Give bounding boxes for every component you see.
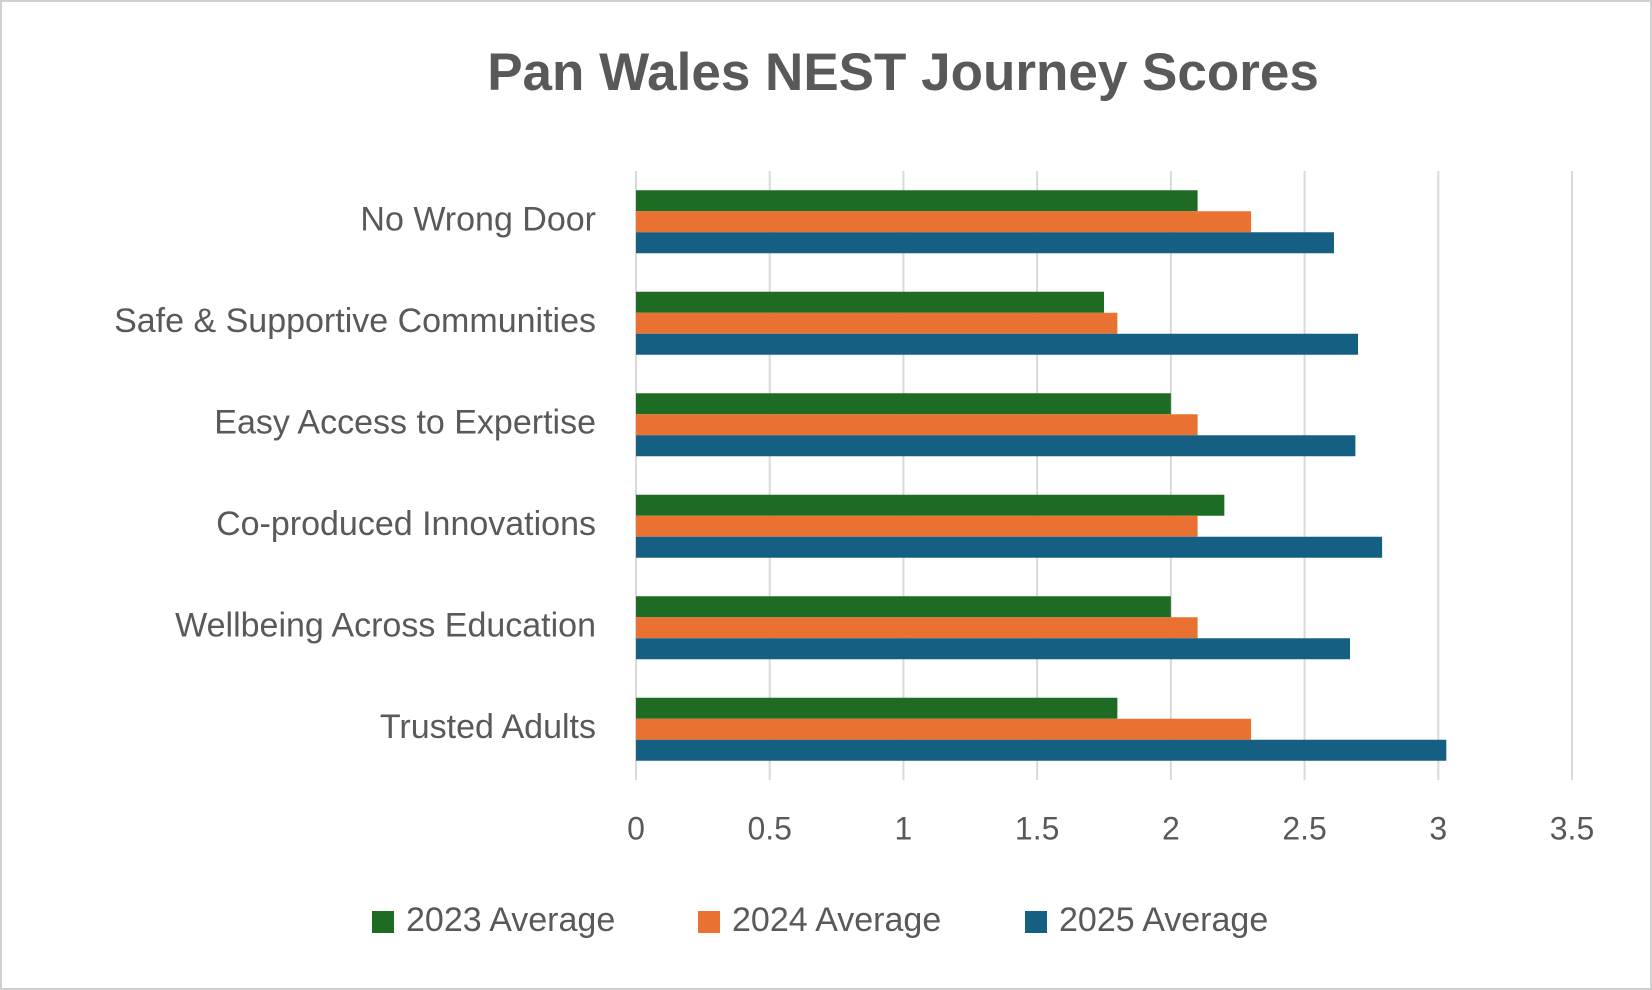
bar	[636, 536, 1383, 558]
bar	[636, 333, 1359, 355]
y-tick-label: Co-produced Innovations	[216, 505, 596, 543]
bar	[636, 494, 1225, 516]
bar	[636, 190, 1198, 212]
legend-swatch	[698, 911, 720, 933]
x-tick-label: 2	[1162, 810, 1180, 846]
bar	[636, 697, 1118, 719]
chart-title: Pan Wales NEST Journey Scores	[487, 43, 1319, 102]
y-tick-label: Easy Access to Expertise	[214, 404, 596, 442]
bar	[636, 414, 1198, 436]
y-tick-label: Safe & Supportive Communities	[114, 302, 596, 340]
bar	[636, 718, 1252, 740]
x-tick-label: 1	[895, 810, 913, 846]
x-tick-label: 0.5	[747, 810, 791, 846]
bar	[636, 291, 1104, 313]
x-tick-label: 2.5	[1282, 810, 1326, 846]
x-tick-label: 3.5	[1550, 810, 1594, 846]
y-tick-label: Wellbeing Across Education	[175, 607, 596, 645]
bar	[636, 596, 1171, 618]
legend-label: 2025 Average	[1059, 901, 1268, 939]
bar	[636, 739, 1447, 761]
bar	[636, 211, 1252, 233]
bar	[636, 393, 1171, 415]
bar	[636, 617, 1198, 639]
bar	[636, 232, 1334, 254]
legend-swatch	[1025, 911, 1047, 933]
legend-label: 2023 Average	[406, 901, 615, 939]
legend-label: 2024 Average	[732, 901, 941, 939]
x-tick-label: 3	[1429, 810, 1447, 846]
legend-swatch	[372, 911, 394, 933]
bar	[636, 515, 1198, 537]
y-tick-label: No Wrong Door	[360, 201, 596, 239]
y-tick-label: Trusted Adults	[380, 708, 596, 746]
bar	[636, 638, 1351, 660]
x-tick-label: 1.5	[1015, 810, 1059, 846]
x-tick-label: 0	[627, 810, 645, 846]
bar	[636, 435, 1356, 457]
bar	[636, 312, 1118, 334]
